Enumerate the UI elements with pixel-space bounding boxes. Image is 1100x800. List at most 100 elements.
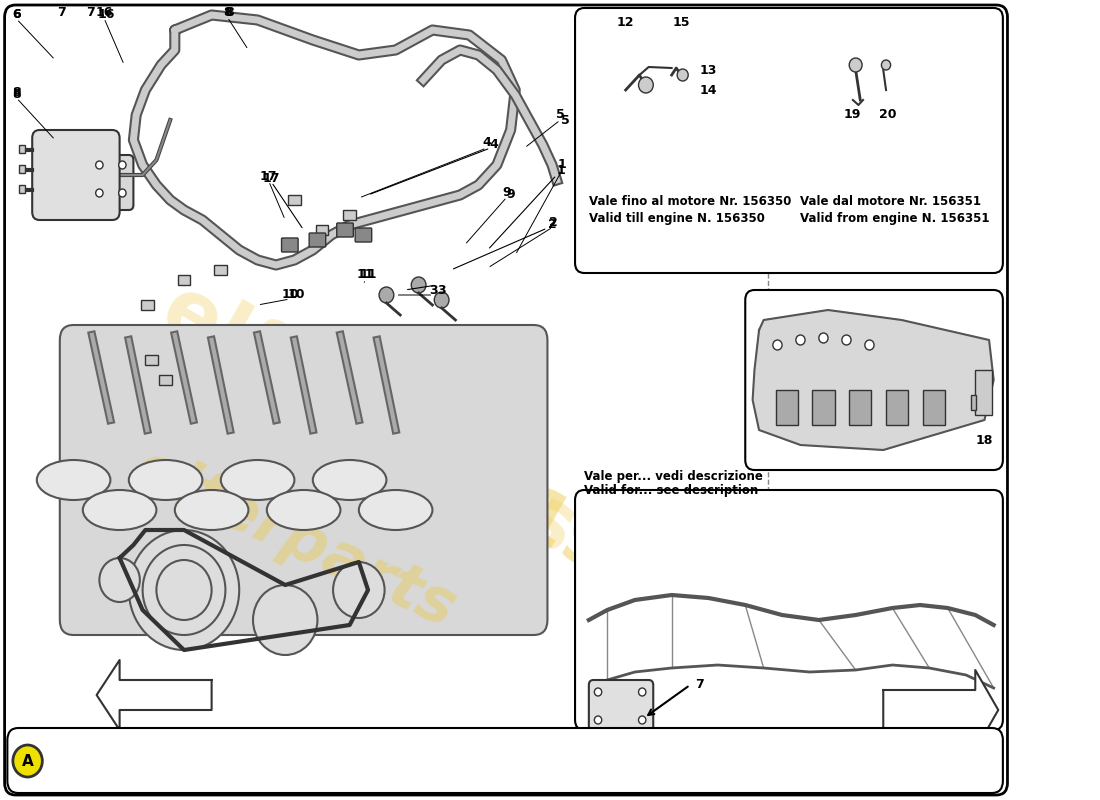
Text: 5: 5 [561, 114, 570, 126]
Circle shape [156, 560, 211, 620]
Text: 9: 9 [506, 189, 515, 202]
FancyBboxPatch shape [8, 728, 1003, 793]
Text: Ass. Nr. 103227, 103289, 103525, 103553, 103596, 103600, 103609, 103612, 103613,: Ass. Nr. 103227, 103289, 103525, 103553,… [47, 750, 948, 760]
Bar [813, 390, 835, 425]
Bar [316, 225, 329, 235]
Circle shape [881, 60, 891, 70]
Text: 8: 8 [226, 6, 234, 19]
Ellipse shape [175, 490, 249, 530]
Text: 1: 1 [557, 163, 565, 177]
Ellipse shape [36, 460, 110, 500]
FancyBboxPatch shape [4, 5, 1008, 795]
Text: 4: 4 [482, 137, 491, 150]
Circle shape [796, 335, 805, 345]
Ellipse shape [82, 490, 156, 530]
Text: 8: 8 [223, 6, 232, 18]
Bar [214, 265, 228, 275]
Text: 16: 16 [97, 9, 114, 22]
Text: 2: 2 [548, 218, 557, 231]
Text: 4: 4 [490, 138, 498, 151]
Text: 15: 15 [672, 15, 690, 29]
FancyBboxPatch shape [282, 238, 298, 252]
Circle shape [773, 340, 782, 350]
Ellipse shape [267, 490, 340, 530]
FancyBboxPatch shape [32, 130, 120, 220]
Text: Vale fino al motore Nr. 156350: Vale fino al motore Nr. 156350 [588, 195, 791, 208]
Bar [160, 375, 172, 385]
Circle shape [594, 688, 602, 696]
Text: 2: 2 [549, 215, 558, 229]
Text: 3: 3 [438, 283, 446, 297]
Text: 19: 19 [844, 109, 860, 122]
Circle shape [129, 530, 239, 650]
Circle shape [638, 77, 653, 93]
Text: 18: 18 [976, 434, 993, 446]
FancyBboxPatch shape [355, 228, 372, 242]
Text: 10: 10 [287, 289, 305, 302]
Polygon shape [97, 660, 211, 730]
Bar [145, 355, 158, 365]
Text: 17: 17 [260, 170, 277, 182]
Text: 16: 16 [96, 6, 112, 19]
Bar [288, 195, 301, 205]
Circle shape [678, 69, 689, 81]
Bar [177, 275, 190, 285]
Bar [20, 165, 25, 173]
Text: 3: 3 [429, 283, 438, 297]
Circle shape [638, 688, 646, 696]
Text: 6: 6 [12, 7, 21, 21]
Circle shape [253, 585, 318, 655]
Text: 12: 12 [617, 15, 635, 29]
FancyBboxPatch shape [575, 490, 1003, 730]
Text: 8: 8 [12, 86, 21, 99]
Circle shape [96, 161, 103, 169]
Polygon shape [752, 310, 993, 450]
Text: 9: 9 [503, 186, 512, 198]
Polygon shape [883, 670, 999, 750]
Bar [776, 390, 798, 425]
Bar [343, 210, 356, 220]
Circle shape [842, 335, 851, 345]
Text: 11: 11 [360, 269, 377, 282]
FancyBboxPatch shape [575, 8, 1003, 273]
Bar [970, 395, 976, 410]
Text: 10: 10 [282, 287, 298, 301]
Ellipse shape [221, 460, 295, 500]
Text: A: A [22, 754, 33, 769]
Circle shape [865, 340, 874, 350]
Circle shape [96, 189, 103, 197]
Circle shape [434, 292, 449, 308]
Circle shape [119, 161, 126, 169]
Circle shape [143, 545, 226, 635]
Text: 17: 17 [263, 171, 280, 185]
Bar [976, 370, 992, 415]
Text: 7: 7 [86, 6, 95, 19]
Text: 13: 13 [700, 63, 717, 77]
Text: 7: 7 [695, 678, 704, 691]
Circle shape [119, 189, 126, 197]
Text: 5: 5 [556, 109, 564, 122]
Ellipse shape [359, 490, 432, 530]
Text: Valid for... see description: Valid for... see description [584, 484, 759, 497]
Bar [20, 145, 25, 153]
Bar [141, 300, 154, 310]
Circle shape [13, 745, 42, 777]
Text: since 1985: since 1985 [299, 361, 713, 639]
Text: elferparts: elferparts [123, 439, 465, 641]
Text: Valid from engine N. 156351: Valid from engine N. 156351 [801, 212, 990, 225]
FancyBboxPatch shape [87, 155, 133, 210]
Text: 6: 6 [12, 9, 21, 22]
Text: 7: 7 [57, 6, 66, 19]
Text: Vale per... vedi descrizione: Vale per... vedi descrizione [584, 470, 763, 483]
Circle shape [849, 58, 862, 72]
Text: Vale dal motore Nr. 156351: Vale dal motore Nr. 156351 [801, 195, 981, 208]
Bar [20, 185, 25, 193]
Bar [849, 390, 871, 425]
Circle shape [99, 558, 140, 602]
Bar [923, 390, 945, 425]
Ellipse shape [312, 460, 386, 500]
Circle shape [594, 716, 602, 724]
FancyBboxPatch shape [337, 223, 353, 237]
Text: 11: 11 [356, 267, 374, 281]
Text: elferparts: elferparts [146, 268, 590, 572]
